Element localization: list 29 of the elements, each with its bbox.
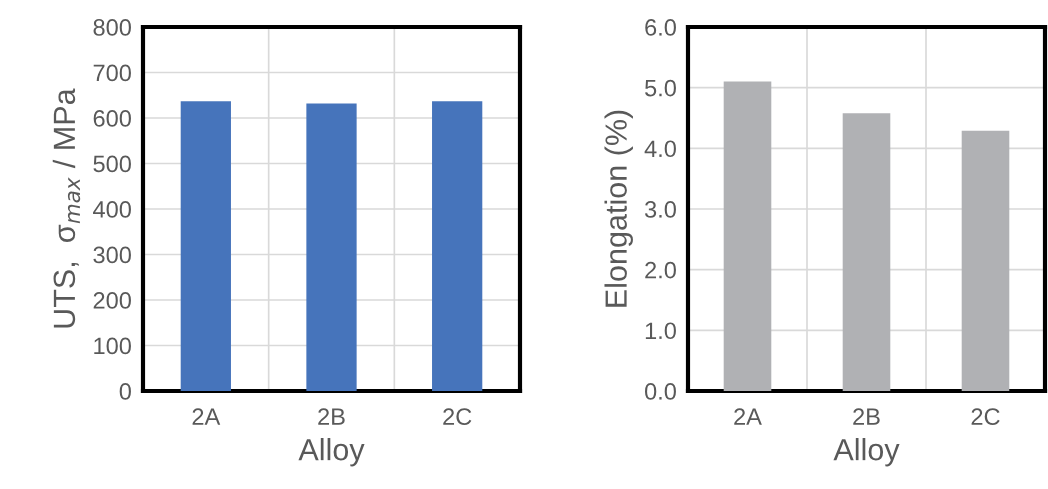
y-tick-label: 4.0 <box>644 140 676 158</box>
y-tick-label: 3.0 <box>644 201 676 218</box>
bar <box>723 81 772 391</box>
bar <box>842 113 891 391</box>
y-tick-label: 800 <box>93 19 131 36</box>
x-tick-label: 2A <box>734 408 762 425</box>
y-tick-label: 700 <box>93 64 131 82</box>
y-axis-title: UTS, σ$_{max}$ / MPa <box>52 88 81 328</box>
x-tick-label: 2C <box>443 408 472 426</box>
y-tick-label: 1.0 <box>645 322 676 340</box>
x-tick-label: 2B <box>318 408 345 425</box>
y-tick-label: 300 <box>93 246 131 264</box>
y-tick-label: 500 <box>93 155 131 173</box>
y-tick-label: 200 <box>93 292 131 309</box>
x-tick-label: 2C <box>971 408 1000 426</box>
y-tick-label: 0.0 <box>644 383 676 400</box>
x-axis-title: Alloy <box>833 438 900 467</box>
y-axis-title: Elongation (%) <box>604 110 633 307</box>
y-tick-label: 100 <box>94 337 131 355</box>
x-tick-label: 2B <box>853 408 880 425</box>
y-tick-label: 400 <box>93 201 131 218</box>
y-tick-label: 0 <box>119 383 131 400</box>
x-tick-label: 2A <box>192 408 221 425</box>
y-tick-label: 600 <box>93 110 131 127</box>
x-axis-title: Alloy <box>298 438 365 467</box>
y-tick-label: 2.0 <box>645 261 676 279</box>
y-tick-label: 5.0 <box>645 79 676 97</box>
y-tick-label: 6.0 <box>645 19 676 36</box>
bar <box>961 130 1010 391</box>
